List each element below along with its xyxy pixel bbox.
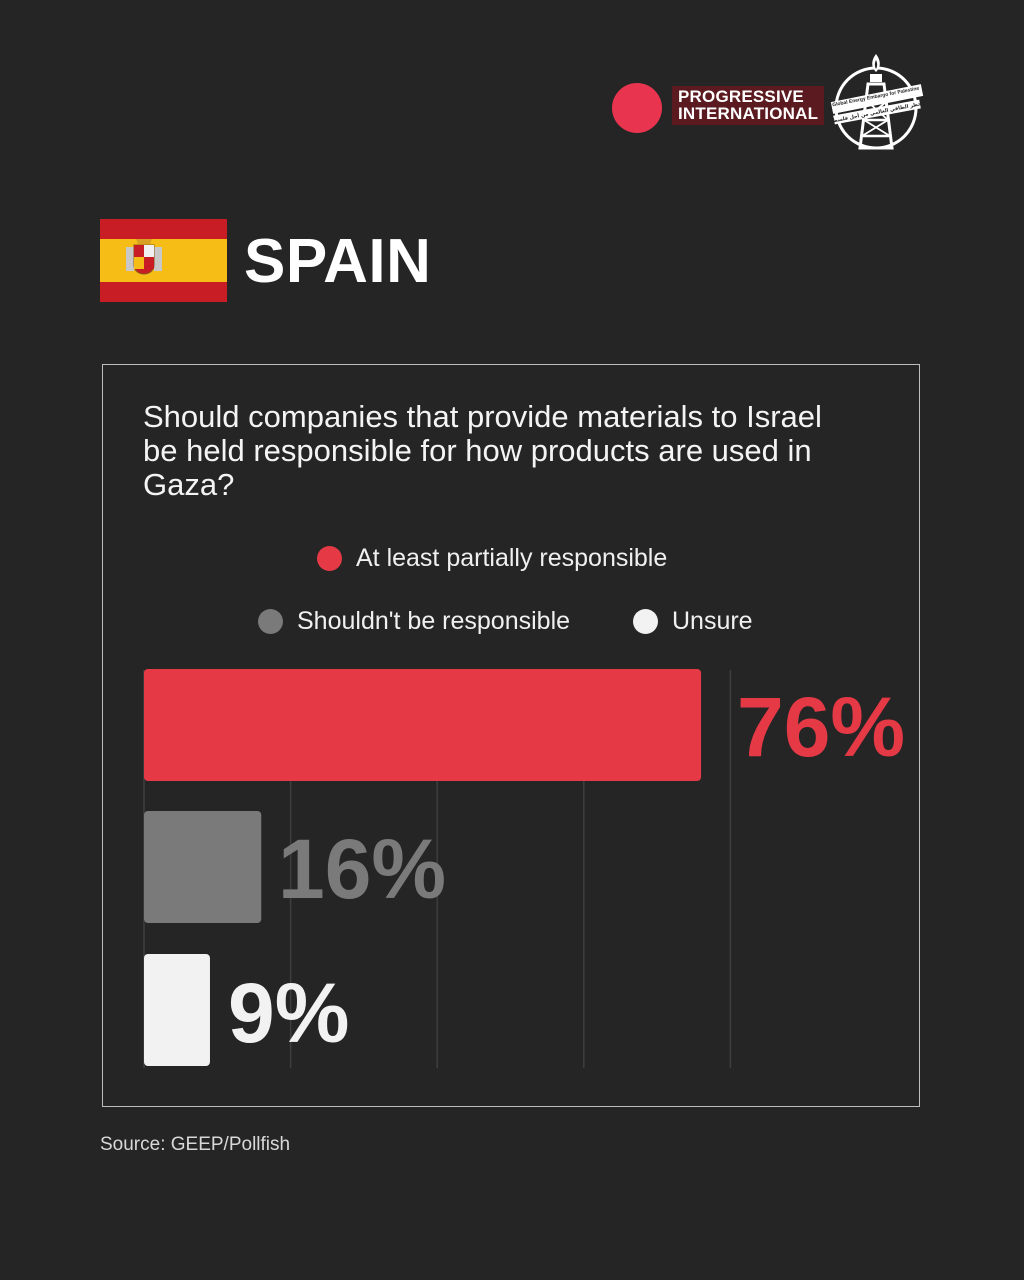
bar-1 [144,669,702,781]
legend-dot-white-icon [633,609,658,634]
oil-rig-emblem-icon: Global Energy Embargo for Palestine الحظ… [830,54,926,150]
logo-area: PROGRESSIVE INTERNATIONAL Global Energy … [610,50,930,160]
legend-item-partially-responsible: At least partially responsible [317,544,667,573]
logo-text: PROGRESSIVE INTERNATIONAL [672,86,825,125]
legend-item-not-responsible: Shouldn't be responsible [258,607,570,636]
chart-title: Should companies that provide materials … [143,399,822,502]
bar-2 [144,811,262,923]
bar-value-label: 16% [278,822,446,916]
source-note: Source: GEEP/Pollfish [100,1134,291,1155]
country-title: SPAIN [244,227,432,296]
bar-value-label: 76% [737,680,905,774]
legend-dot-red-icon [317,546,342,571]
chart-panel [102,364,920,1107]
bar-3 [144,954,210,1066]
legend-item-unsure: Unsure [633,607,753,636]
legend-label: Unsure [672,607,753,635]
logo-dot-icon [612,83,662,133]
bar-value-label: 9% [228,966,349,1060]
legend-label: At least partially responsible [356,544,668,572]
legend-dot-gray-icon [258,609,283,634]
legend-label: Shouldn't be responsible [297,607,571,635]
spain-flag-icon [100,219,227,302]
